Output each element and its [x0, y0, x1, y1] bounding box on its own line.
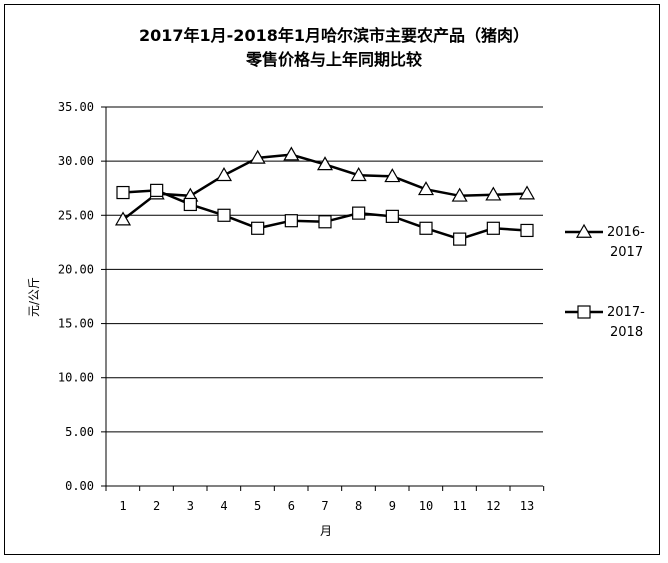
data-point: [217, 208, 231, 222]
data-point: [114, 211, 132, 226]
data-point: [251, 221, 265, 235]
x-tick-label: 10: [419, 499, 433, 513]
x-axis-ticks: 1 2 3 4 5 6 7 8 9 10 11 12 13: [119, 499, 534, 513]
x-axis-title: 月: [320, 524, 332, 538]
data-point: [485, 186, 502, 201]
data-point: [451, 187, 468, 202]
chart-title-line2: 零售价格与上年同期比较: [245, 50, 422, 69]
legend-label-line1: 2017-: [607, 305, 645, 320]
data-point: [385, 209, 399, 223]
legend-marker: [575, 223, 593, 238]
series-line: [122, 189, 528, 241]
x-tick-label: 1: [119, 499, 126, 513]
x-tick-label: 12: [486, 499, 500, 513]
legend-label-line1: 2016-: [607, 225, 645, 240]
y-tick-label: 10.00: [58, 371, 94, 385]
data-point: [486, 221, 500, 235]
legend-label-line2: 2017: [610, 245, 643, 260]
series-group: [114, 146, 536, 246]
data-point: [249, 149, 266, 164]
x-tick-label: 4: [220, 499, 227, 513]
x-tick-label: 5: [254, 499, 261, 513]
data-point: [116, 185, 130, 200]
y-tick-label: 0.00: [65, 479, 94, 493]
y-axis-ticks: 0.00 5.00 10.00 15.00 20.00 25.00 30.00 35.00: [58, 100, 94, 493]
x-tick-label: 6: [288, 499, 295, 513]
legend: 2016- 2017 2017- 2018: [565, 223, 645, 340]
data-point: [284, 214, 298, 228]
x-tick-label: 3: [187, 499, 194, 513]
data-point: [150, 183, 164, 197]
data-point: [183, 197, 197, 212]
y-tick-label: 20.00: [58, 262, 94, 276]
y-tick-label: 25.00: [58, 208, 94, 222]
x-tick-label: 9: [389, 499, 396, 513]
data-point: [350, 167, 367, 182]
data-point: [453, 232, 467, 246]
legend-label-line2: 2018: [610, 325, 643, 340]
chart-frame: [4, 4, 660, 555]
data-point: [384, 168, 401, 183]
data-point: [419, 221, 433, 235]
chart-title-line1: 2017年1月-2018年1月哈尔滨市主要农产品（猪肉）: [139, 26, 529, 45]
legend-marker: [577, 305, 591, 319]
y-tick-label: 30.00: [58, 154, 94, 168]
x-tick-label: 8: [355, 499, 362, 513]
data-point: [283, 146, 300, 161]
x-tick-label: 2: [153, 499, 160, 513]
x-tick-label: 7: [321, 499, 328, 513]
data-point: [520, 223, 534, 238]
x-tick-label: 13: [520, 499, 534, 513]
data-point: [518, 185, 536, 200]
y-tick-label: 15.00: [58, 317, 94, 331]
series-1: [114, 146, 536, 226]
y-tick-label: 5.00: [65, 425, 94, 439]
data-point: [417, 181, 435, 196]
data-point: [318, 215, 332, 229]
data-point: [316, 156, 334, 171]
x-tick-label: 11: [452, 499, 466, 513]
y-tick-label: 35.00: [58, 100, 94, 114]
y-axis-title: 元/公斤: [27, 277, 41, 317]
series-2: [116, 183, 534, 246]
data-point: [352, 206, 366, 220]
data-point: [215, 167, 233, 182]
